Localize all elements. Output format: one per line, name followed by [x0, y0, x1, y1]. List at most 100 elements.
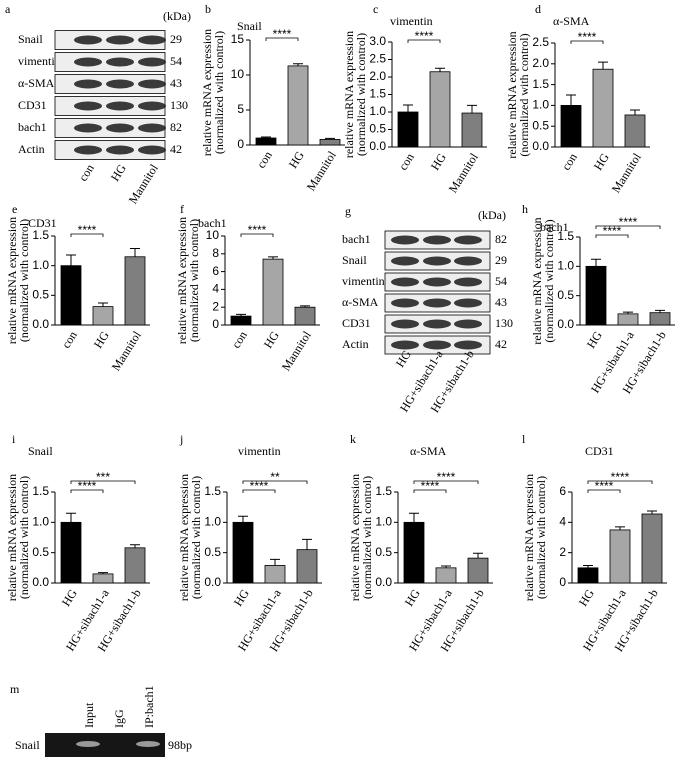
- chart-title: CD31: [585, 444, 614, 458]
- y-tick-label: 1.5: [375, 484, 392, 498]
- bar: [641, 513, 663, 584]
- kda-label: 29: [495, 253, 507, 267]
- error-bar: [473, 552, 483, 559]
- significance-label: ****: [578, 30, 597, 44]
- panel-label: h: [522, 202, 528, 216]
- y-tick-label: 0.0: [32, 317, 49, 331]
- lane-label: con: [76, 162, 97, 184]
- panel-label: k: [350, 432, 356, 446]
- panel-label: a: [5, 2, 11, 16]
- lane-label: IgG: [112, 709, 126, 728]
- x-tick-label: HG: [91, 328, 112, 350]
- significance-label: ****: [78, 479, 97, 493]
- bar: [124, 256, 146, 326]
- significance-label: ****: [421, 479, 440, 493]
- gel-band: [76, 741, 100, 747]
- panel-label: g: [345, 204, 351, 218]
- kda-label: 130: [170, 98, 188, 112]
- y-tick-label: 1.0: [32, 515, 49, 529]
- protein-label: CD31: [342, 316, 371, 330]
- error-bar: [435, 67, 445, 72]
- y-axis-title: (normalized with control): [354, 33, 368, 156]
- blot-band: [138, 123, 166, 133]
- significance-bracket: [70, 489, 104, 493]
- error-bar: [238, 515, 248, 523]
- significance-label: **: [270, 470, 280, 484]
- error-bar: [66, 512, 76, 523]
- significance-label: ****: [78, 223, 97, 237]
- y-axis-title: (normalized with control): [212, 31, 226, 154]
- y-axis-title: relative mRNA expression: [522, 474, 536, 601]
- y-tick-label: 10: [231, 67, 245, 81]
- y-tick-label: 1.5: [557, 229, 574, 243]
- significance-label: ****: [415, 29, 434, 43]
- y-tick-label: 2.5: [369, 52, 386, 66]
- blot-band: [454, 235, 482, 245]
- significance-bracket: [587, 480, 653, 484]
- blot-band: [423, 298, 451, 308]
- panel-label: b: [205, 2, 211, 16]
- chart-title: α-SMA: [553, 14, 590, 28]
- y-tick-label: 2.5: [532, 35, 549, 49]
- x-tick-label: con: [559, 151, 580, 173]
- chart-title: bach1: [540, 220, 569, 234]
- error-bar: [441, 565, 451, 568]
- kda-label: 54: [170, 54, 182, 68]
- blot-band: [391, 235, 419, 245]
- blot-band: [454, 256, 482, 266]
- x-tick-label: HG: [402, 586, 423, 608]
- blot-band: [106, 123, 134, 133]
- significance-bracket: [407, 39, 441, 43]
- significance-bracket: [70, 480, 136, 484]
- blot-band: [391, 298, 419, 308]
- y-tick-label: 0.0: [369, 139, 386, 153]
- y-axis-title: relative mRNA expression: [348, 474, 362, 601]
- x-tick-label: HG: [591, 150, 612, 172]
- error-bar: [268, 256, 278, 260]
- bar: [294, 306, 316, 326]
- bar: [230, 315, 252, 326]
- y-tick-label: 1.5: [32, 228, 49, 242]
- y-tick-label: 10: [206, 228, 220, 242]
- error-bar: [130, 544, 140, 548]
- x-tick-label: Mannitol: [609, 150, 645, 195]
- y-tick-label: 2.0: [369, 69, 386, 83]
- significance-bracket: [242, 480, 308, 484]
- error-bar: [270, 558, 280, 566]
- y-tick-label: 1.5: [204, 484, 221, 498]
- y-axis-title: relative mRNA expression: [5, 474, 19, 601]
- significance-label: ****: [273, 27, 292, 41]
- lane-label: IP:bach1: [142, 685, 156, 728]
- significance-label: ****: [611, 470, 630, 484]
- y-tick-label: 1.0: [369, 104, 386, 118]
- significance-label: ****: [248, 223, 267, 237]
- blot-band: [106, 57, 134, 67]
- y-axis-title: (normalized with control): [17, 219, 31, 342]
- significance-bracket: [242, 489, 276, 493]
- y-axis-title: (normalized with control): [542, 219, 556, 342]
- x-tick-label: HG: [286, 148, 307, 170]
- error-bar: [566, 94, 576, 106]
- panel-label: d: [535, 2, 541, 16]
- y-axis-title: relative mRNA expression: [530, 217, 544, 344]
- panel-label: i: [12, 432, 16, 446]
- y-tick-label: 0: [559, 575, 566, 589]
- chart-title: Snail: [237, 19, 262, 33]
- bar: [585, 265, 607, 326]
- y-tick-label: 0.0: [557, 317, 574, 331]
- protein-label: Actin: [342, 337, 369, 351]
- bar: [397, 111, 419, 148]
- protein-label: CD31: [18, 98, 47, 112]
- error-bar: [302, 538, 312, 550]
- lane-label: Mannitol: [126, 161, 162, 206]
- significance-bracket: [413, 489, 447, 493]
- blot-band: [138, 35, 166, 45]
- kda-label: 43: [495, 295, 507, 309]
- blot-band: [106, 101, 134, 111]
- significance-bracket: [413, 480, 479, 484]
- bar: [296, 549, 318, 584]
- panel-label: e: [12, 202, 17, 216]
- y-tick-label: 1.5: [32, 484, 49, 498]
- bar: [560, 105, 582, 148]
- lane-label: Input: [82, 702, 96, 728]
